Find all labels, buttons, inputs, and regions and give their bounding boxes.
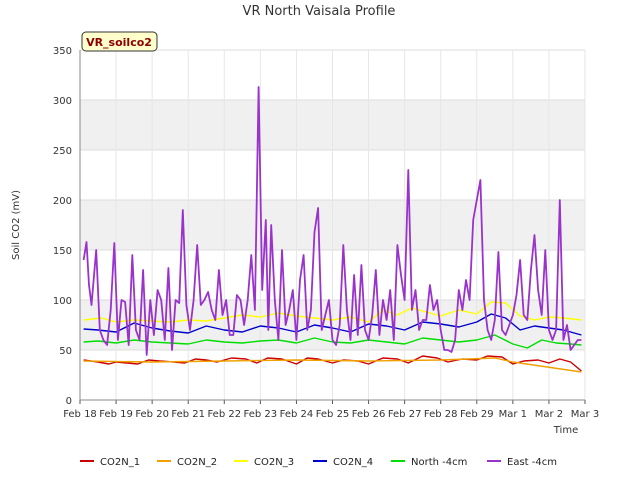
series-line-north-4cm (83, 334, 582, 349)
x-tick-label: Feb 26 (352, 409, 386, 420)
legend-label: East -4cm (507, 457, 557, 468)
x-tick-label: Feb 22 (207, 409, 241, 420)
y-tick-label: 250 (53, 146, 72, 157)
y-tick-label: 100 (53, 296, 72, 307)
x-axis-label: Time (553, 425, 578, 436)
series-line-co2n-2 (83, 357, 582, 373)
legend-label: North -4cm (411, 457, 467, 468)
legend-label: CO2N_3 (254, 457, 294, 468)
x-tick-label: Feb 27 (388, 409, 422, 420)
x-tick-label: Feb 21 (171, 409, 205, 420)
x-tick-label: Feb 28 (424, 409, 458, 420)
legend-label: CO2N_2 (177, 457, 217, 468)
y-tick-label: 350 (53, 46, 72, 57)
x-tick-label: Mar 2 (535, 409, 563, 420)
x-tick-label: Mar 1 (499, 409, 527, 420)
x-tick-label: Feb 20 (135, 409, 169, 420)
x-tick-label: Mar 3 (571, 409, 599, 420)
badge-label: VR_soilco2 (86, 36, 152, 49)
legend-label: CO2N_1 (100, 457, 140, 468)
series-line-east-4cm (82, 86, 582, 356)
chart-title: VR North Vaisala Profile (243, 4, 396, 19)
x-tick-label: Feb 23 (244, 409, 278, 420)
y-tick-label: 150 (53, 246, 72, 257)
y-tick-label: 0 (66, 396, 72, 407)
badge-box (81, 31, 158, 52)
legend: CO2N_1 CO2N_2 CO2N_3 CO2N_4 North -4cm East -… (80, 457, 557, 468)
y-axis-label: Soil CO2 (mV) (11, 190, 22, 260)
x-tick-label: Feb 24 (280, 409, 314, 420)
series-line-co2n-4 (83, 313, 582, 336)
x-tick-label: Feb 29 (460, 409, 494, 420)
x-tick-label: Feb 18 (63, 409, 97, 420)
legend-label: CO2N_4 (333, 457, 373, 468)
badge: VR_soilco2 (81, 31, 158, 52)
y-tick-label: 300 (53, 96, 72, 107)
plot-series (82, 86, 582, 373)
y-tick-label: 200 (53, 196, 72, 207)
x-tick-label: Feb 25 (316, 409, 350, 420)
x-tick-label: Feb 19 (99, 409, 133, 420)
y-tick-label: 50 (59, 346, 72, 357)
